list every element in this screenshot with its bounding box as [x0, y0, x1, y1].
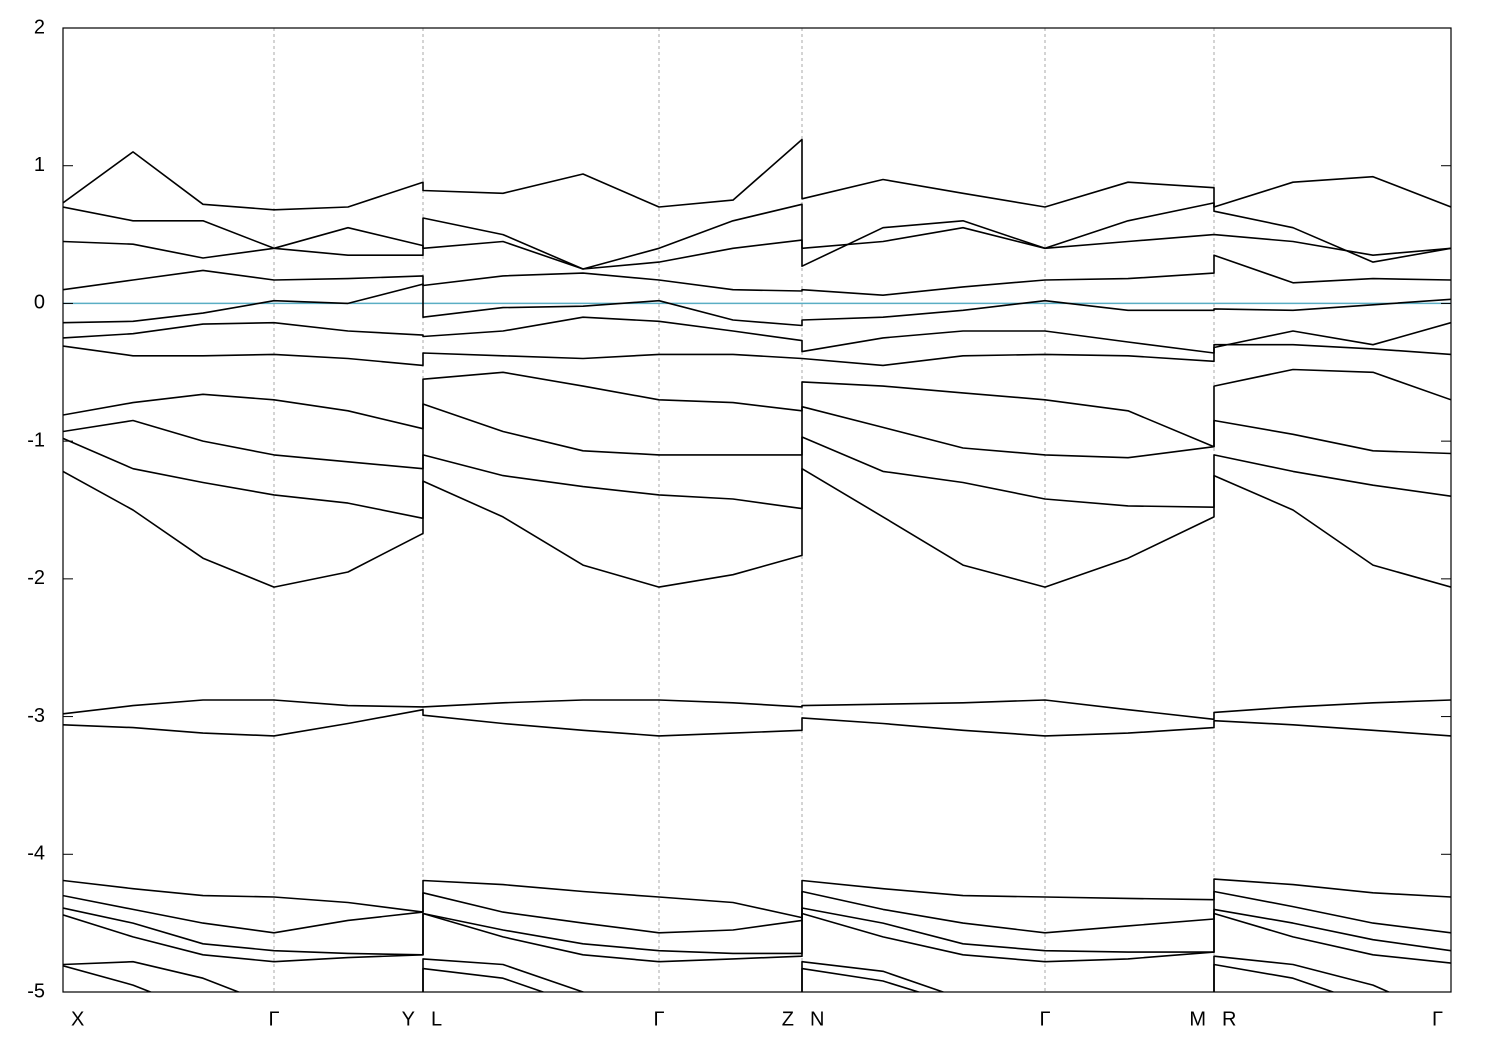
x-tick-label: M	[1189, 1008, 1206, 1030]
band-line	[63, 708, 1451, 737]
band-line	[63, 283, 1451, 327]
x-tick-label: N	[810, 1008, 824, 1030]
band-line	[63, 226, 1451, 270]
plot-frame	[62, 27, 1452, 993]
axes: -5 -4 -3 -2 -1 0 1 2 X Γ Y L Γ Z N Γ M R Γ	[27, 16, 1451, 1030]
x-tick-label: Y	[402, 1008, 415, 1030]
x-tick-label: Γ	[1432, 1008, 1443, 1030]
x-tick-label: L	[431, 1008, 442, 1030]
y-tick-label: -3	[27, 705, 45, 727]
y-tick-label: 0	[34, 292, 45, 314]
band-line	[63, 912, 1451, 964]
y-tick-label: -5	[27, 980, 45, 1002]
band-line	[63, 403, 1451, 470]
y-tick-label: -1	[27, 429, 45, 451]
bands	[63, 138, 1451, 992]
band-line	[63, 202, 1451, 270]
band-line	[63, 890, 1451, 934]
band-line	[63, 316, 1451, 354]
x-tick-label: R	[1222, 1008, 1236, 1030]
band-line	[63, 467, 1451, 588]
band-line	[63, 878, 1451, 919]
x-tick-label: Γ	[1039, 1008, 1050, 1030]
y-tick-label: 1	[34, 154, 45, 176]
band-line	[63, 254, 1451, 296]
x-tick-label: X	[71, 1008, 84, 1030]
band-line	[63, 138, 1451, 211]
y-tick-label: 2	[34, 16, 45, 38]
band-line	[63, 907, 1451, 956]
band-line	[63, 699, 1451, 721]
band-line	[63, 343, 1451, 367]
x-tick-label: Γ	[653, 1008, 664, 1030]
y-tick-label: -2	[27, 567, 45, 589]
band-line	[63, 436, 1451, 520]
y-tick-label: -4	[27, 843, 45, 865]
x-tick-label: Z	[782, 1008, 794, 1030]
x-tick-label: Γ	[268, 1008, 279, 1030]
band-line	[63, 368, 1451, 448]
band-line	[63, 963, 1336, 992]
grid	[62, 28, 1452, 992]
